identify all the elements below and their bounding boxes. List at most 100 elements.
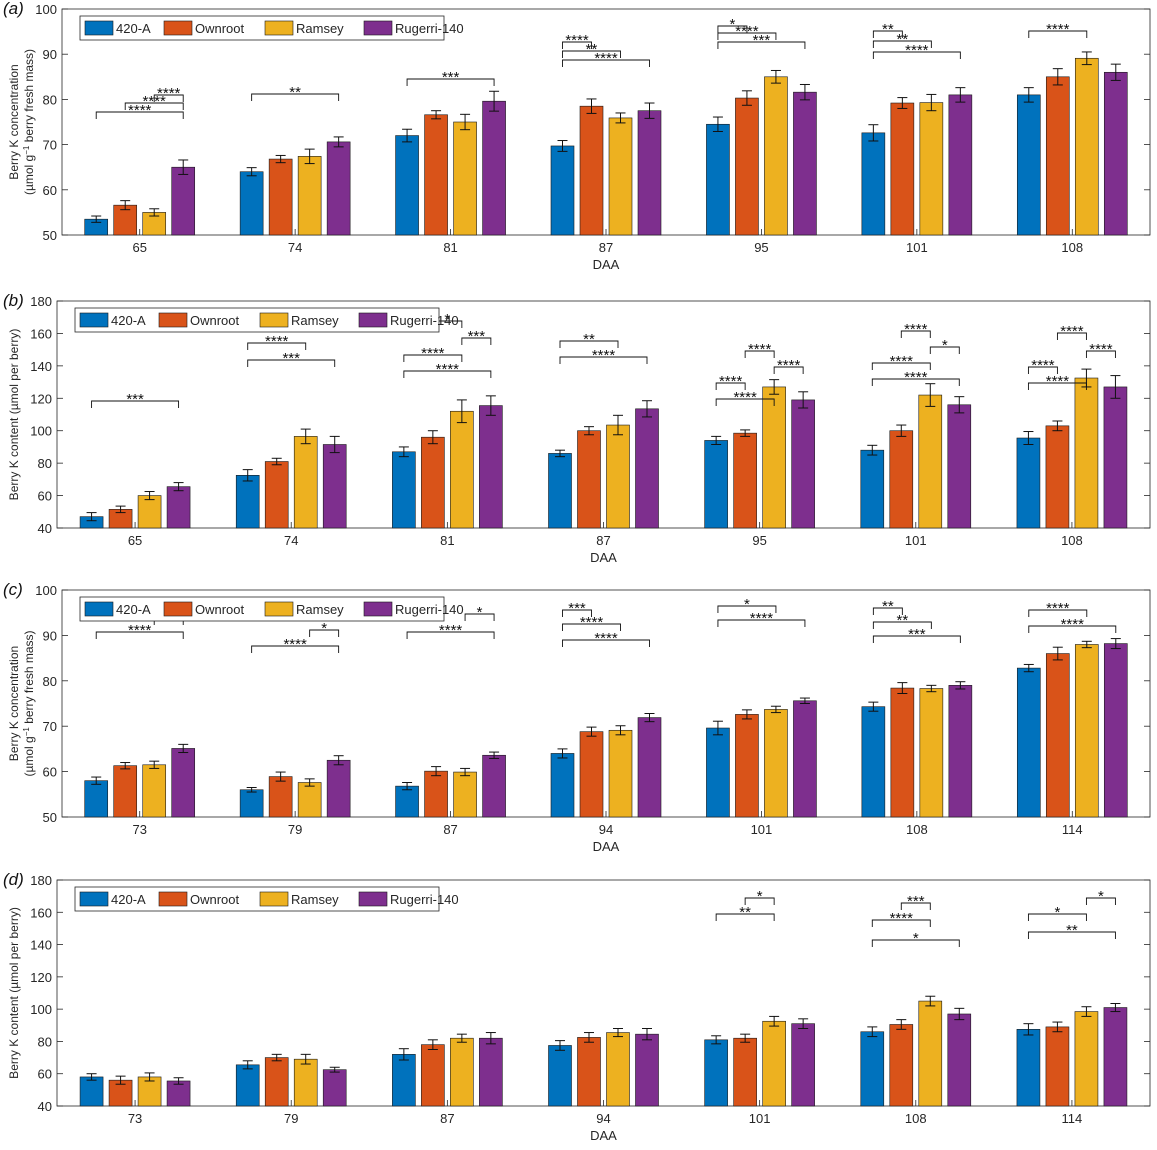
x-axis-label: DAA bbox=[593, 257, 620, 272]
x-tick-label: 114 bbox=[1062, 1111, 1083, 1126]
bar-ownroot-79 bbox=[268, 776, 293, 818]
significance-bracket bbox=[562, 639, 650, 647]
significance-label: **** bbox=[748, 341, 772, 358]
y-tick-label: 100 bbox=[30, 424, 52, 439]
significance-bracket bbox=[559, 340, 619, 348]
significance-bracket bbox=[1085, 350, 1116, 358]
significance-label: ** bbox=[897, 31, 909, 48]
significance-label: **** bbox=[904, 369, 928, 386]
y-tick-label: 160 bbox=[30, 905, 52, 920]
bar-ramsey-94 bbox=[608, 729, 633, 818]
bar-420-a-73 bbox=[79, 1076, 104, 1107]
significance-label: * bbox=[757, 888, 763, 905]
bar-rugerri-140-94 bbox=[635, 1033, 659, 1107]
bar-rugerri-140-81 bbox=[479, 405, 503, 529]
y-tick-label: 50 bbox=[43, 228, 57, 243]
significance-bracket bbox=[247, 342, 307, 350]
significance-label: ** bbox=[897, 612, 909, 629]
bar-rugerri-140-95 bbox=[791, 399, 815, 529]
bar-ownroot-87 bbox=[421, 1044, 445, 1107]
legend-swatch bbox=[84, 20, 114, 36]
bar-ramsey-87 bbox=[450, 1037, 474, 1107]
significance-bracket bbox=[403, 354, 463, 362]
bar-420-a-94 bbox=[548, 1045, 572, 1107]
bar-rugerri-140-73 bbox=[171, 748, 196, 818]
x-tick-label: 101 bbox=[749, 1111, 771, 1126]
significance-label: **** bbox=[128, 102, 152, 119]
legend-swatch bbox=[158, 312, 188, 328]
bar-420-a-108 bbox=[861, 706, 886, 818]
bar-rugerri-140-101 bbox=[791, 1023, 815, 1107]
y-tick-label: 90 bbox=[43, 628, 57, 643]
legend-label: Rugerri-140 bbox=[390, 313, 459, 328]
significance-bracket bbox=[247, 359, 336, 367]
bar-rugerri-140-74 bbox=[326, 141, 351, 236]
bar-ramsey-94 bbox=[606, 1032, 630, 1107]
significance-label: * bbox=[942, 337, 948, 354]
significance-label: *** bbox=[568, 600, 586, 617]
panel-label: (c) bbox=[3, 580, 23, 599]
bar-rugerri-140-87 bbox=[637, 110, 662, 236]
significance-label: * bbox=[913, 930, 919, 947]
significance-label: * bbox=[1098, 888, 1104, 905]
legend-swatch bbox=[84, 601, 114, 617]
significance-label: **** bbox=[436, 361, 460, 378]
bar-rugerri-140-108 bbox=[947, 1013, 972, 1107]
y-tick-label: 40 bbox=[38, 521, 52, 536]
legend-swatch bbox=[264, 601, 294, 617]
significance-label: **** bbox=[904, 321, 928, 338]
legend-swatch bbox=[163, 20, 193, 36]
y-tick-label: 80 bbox=[38, 1034, 52, 1049]
significance-bracket bbox=[1027, 931, 1116, 939]
bar-rugerri-140-101 bbox=[948, 94, 973, 236]
significance-bracket bbox=[562, 623, 621, 631]
bar-ownroot-101 bbox=[735, 714, 759, 818]
significance-bracket bbox=[1056, 332, 1087, 340]
bar-420-a-73 bbox=[84, 780, 109, 818]
bar-420-a-79 bbox=[239, 789, 264, 818]
bar-ownroot-108 bbox=[890, 687, 915, 818]
legend-label: Rugerri-140 bbox=[390, 892, 459, 907]
legend-swatch bbox=[358, 891, 388, 907]
bar-ownroot-94 bbox=[577, 1037, 601, 1107]
legend-swatch bbox=[163, 601, 193, 617]
bar-ownroot-108 bbox=[889, 1024, 914, 1107]
bar-rugerri-140-65 bbox=[166, 486, 191, 529]
bar-rugerri-140-81 bbox=[482, 100, 506, 236]
x-tick-label: 101 bbox=[905, 533, 927, 548]
x-tick-label: 79 bbox=[284, 1111, 298, 1126]
significance-label: * bbox=[321, 620, 327, 637]
bar-ramsey-101 bbox=[919, 102, 944, 236]
significance-label: **** bbox=[128, 622, 152, 639]
bar-rugerri-140-108 bbox=[1103, 71, 1128, 236]
bar-420-a-101 bbox=[860, 449, 885, 529]
y-tick-label: 100 bbox=[35, 583, 57, 598]
significance-bracket bbox=[403, 370, 492, 378]
bar-ramsey-81 bbox=[453, 121, 477, 236]
significance-label: *** bbox=[753, 32, 771, 49]
significance-label: *** bbox=[468, 328, 486, 345]
bar-rugerri-140-74 bbox=[322, 444, 347, 529]
significance-bracket bbox=[95, 111, 184, 119]
significance-bracket bbox=[464, 613, 495, 621]
bar-420-a-101 bbox=[861, 132, 886, 236]
significance-label: *** bbox=[442, 69, 460, 86]
x-tick-label: 87 bbox=[443, 822, 457, 837]
bar-420-a-95 bbox=[704, 440, 728, 529]
x-tick-label: 87 bbox=[596, 533, 610, 548]
y-tick-label: 60 bbox=[38, 489, 52, 504]
y-tick-label: 140 bbox=[30, 359, 52, 374]
bar-420-a-108 bbox=[860, 1031, 885, 1107]
significance-label: **** bbox=[890, 910, 914, 927]
significance-bracket bbox=[1085, 897, 1116, 905]
panel-label: (b) bbox=[3, 291, 24, 310]
x-tick-label: 108 bbox=[1061, 240, 1083, 255]
legend-label: Ramsey bbox=[291, 313, 339, 328]
significance-label: * bbox=[444, 311, 450, 328]
y-tick-label: 140 bbox=[30, 938, 52, 953]
bar-rugerri-140-101 bbox=[793, 700, 817, 818]
significance-label: **** bbox=[157, 85, 181, 102]
significance-label: **** bbox=[265, 333, 289, 350]
significance-label: **** bbox=[580, 614, 604, 631]
